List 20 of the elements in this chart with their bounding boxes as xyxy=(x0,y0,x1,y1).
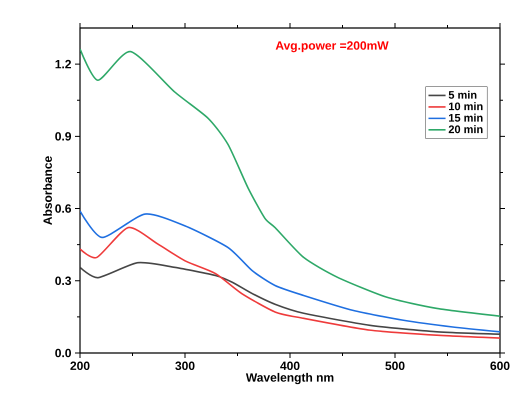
y-tick-label: 0.3 xyxy=(55,276,72,286)
line-series xyxy=(80,226,500,339)
legend-label: 15 min xyxy=(449,114,483,122)
x-axis-title: Wavelength nm xyxy=(246,372,334,384)
legend-label: 5 min xyxy=(448,90,476,99)
x-tick-label: 600 xyxy=(490,362,510,370)
y-tick-label: 0.6 xyxy=(55,204,72,213)
line-series xyxy=(80,262,500,336)
line-series xyxy=(80,210,500,333)
x-tick-label: 300 xyxy=(175,362,195,370)
x-tick-label: 200 xyxy=(70,362,90,370)
x-tick-label: 400 xyxy=(280,362,300,370)
annotation: Avg.power =200mW xyxy=(276,41,389,52)
legend-label: 20 min xyxy=(448,125,483,134)
y-tick-label: 1.2 xyxy=(56,60,71,68)
legend-label: 10 min xyxy=(449,102,483,110)
y-axis-title: Absorbance xyxy=(43,156,52,225)
x-tick-label: 500 xyxy=(385,362,405,370)
y-tick-label: 0.9 xyxy=(55,132,72,141)
y-tick-label: 0.0 xyxy=(55,348,71,358)
